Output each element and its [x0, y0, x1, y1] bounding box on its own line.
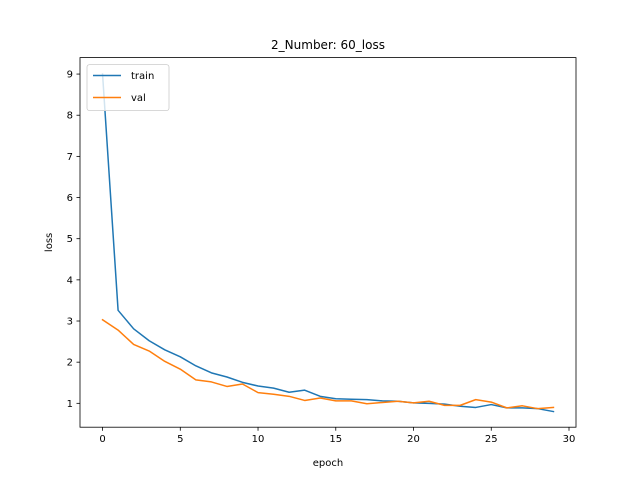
series-line-train — [101, 73, 555, 413]
y-tick-label: 5 — [67, 234, 73, 245]
x-tick-label: 10 — [252, 434, 265, 445]
y-axis-label: loss — [44, 233, 55, 252]
x-tick-label: 15 — [329, 434, 342, 445]
x-axis-ticks: 0 5 10 15 20 25 30 — [99, 427, 575, 445]
series-lines — [101, 73, 555, 413]
series-line-val — [101, 318, 555, 410]
x-axis-label: epoch — [313, 458, 343, 469]
legend-box — [86, 64, 170, 111]
x-tick-label: 0 — [99, 434, 105, 445]
x-tick-label: 30 — [563, 434, 576, 445]
x-tick-label: 5 — [177, 434, 183, 445]
y-axis-ticks: 1 2 3 4 5 6 7 8 9 — [67, 70, 80, 410]
legend-label-val: val — [131, 93, 146, 104]
y-tick-label: 4 — [67, 275, 73, 286]
x-tick-label: 25 — [485, 434, 498, 445]
y-tick-label: 8 — [67, 111, 73, 122]
y-tick-label: 1 — [67, 399, 73, 410]
plot-frame — [79, 57, 577, 428]
y-tick-label: 3 — [67, 317, 73, 328]
y-tick-label: 6 — [67, 193, 73, 204]
y-tick-label: 9 — [67, 70, 73, 81]
legend: train val — [86, 64, 170, 111]
legend-label-train: train — [131, 71, 154, 82]
y-tick-label: 2 — [67, 358, 73, 369]
chart-title: 2_Number: 60_loss — [271, 38, 385, 52]
y-tick-label: 7 — [67, 152, 73, 163]
x-tick-label: 20 — [407, 434, 420, 445]
